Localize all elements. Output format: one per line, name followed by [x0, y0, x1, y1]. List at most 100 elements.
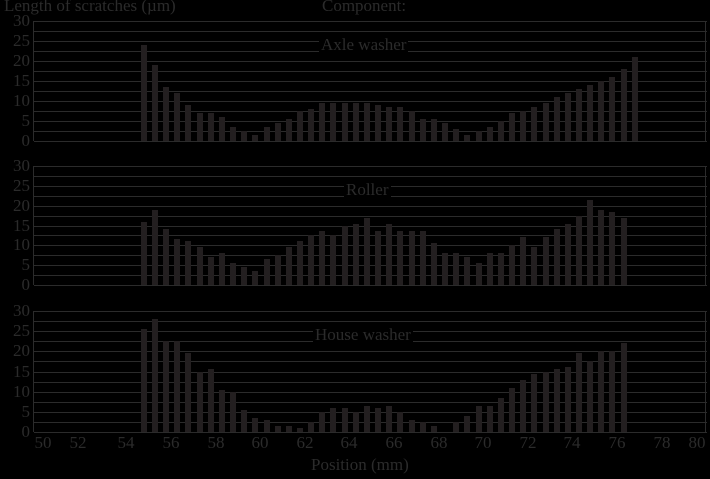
y-tick-label: 20	[13, 195, 30, 215]
bar	[174, 341, 181, 432]
plot-area: Axle washer	[33, 21, 707, 142]
bar	[163, 341, 170, 432]
bar	[486, 405, 493, 432]
bar	[497, 397, 504, 432]
bar	[363, 103, 370, 141]
bar	[274, 255, 281, 285]
bar	[274, 123, 281, 141]
bar	[531, 373, 538, 432]
y-tick-label: 15	[13, 71, 30, 90]
y-tick-label: 10	[13, 91, 30, 110]
bar	[453, 421, 460, 432]
y-tick-label: 5	[21, 111, 31, 130]
bar	[330, 235, 337, 285]
gridline	[34, 275, 707, 277]
bar	[520, 111, 527, 141]
gridline	[34, 321, 707, 323]
bar	[308, 421, 315, 432]
x-tick-label: 62	[296, 433, 314, 452]
bar	[598, 81, 605, 141]
gridline	[34, 432, 707, 433]
bar	[296, 111, 303, 141]
bar	[464, 415, 471, 432]
plot-right-border	[705, 21, 706, 141]
gridline	[34, 265, 707, 267]
bar	[575, 89, 582, 141]
gridline	[34, 101, 707, 102]
bar	[386, 405, 393, 432]
bar	[497, 253, 504, 285]
legend-title: Component:	[322, 0, 407, 15]
bar	[207, 257, 214, 285]
y-tick-label: 25	[13, 321, 30, 341]
gridline	[34, 285, 707, 286]
x-tick-label: 54	[117, 433, 135, 452]
bar	[218, 117, 225, 141]
gridline	[34, 225, 707, 227]
bar	[609, 77, 616, 141]
bar	[408, 111, 415, 141]
bar	[464, 257, 471, 285]
bar	[241, 131, 248, 141]
gridline	[34, 31, 707, 32]
bar	[341, 225, 348, 285]
bar	[397, 411, 404, 432]
y-tick-label: 15	[13, 361, 30, 381]
plot-area: House washer	[33, 311, 707, 433]
bar	[553, 97, 560, 141]
bar	[319, 411, 326, 432]
bar	[453, 129, 460, 141]
bar	[375, 407, 382, 432]
bar	[620, 69, 627, 141]
y-tick-label: 25	[13, 175, 30, 195]
gridline	[34, 131, 707, 132]
y-tick-label: 0	[21, 131, 31, 150]
bar	[196, 371, 203, 432]
bar	[531, 107, 538, 141]
y-tick-label: 10	[13, 235, 30, 255]
gridline	[34, 121, 707, 122]
bar	[564, 93, 571, 141]
bar	[151, 209, 158, 285]
bar	[341, 103, 348, 141]
y-tick-label: 20	[13, 341, 30, 361]
bar	[419, 119, 426, 141]
bar	[430, 119, 437, 141]
bar	[575, 353, 582, 432]
bar	[553, 369, 560, 432]
gridline	[34, 371, 707, 373]
bar	[263, 419, 270, 432]
bar	[263, 259, 270, 285]
bar	[352, 223, 359, 285]
bar	[620, 217, 627, 285]
bar	[363, 217, 370, 285]
bar	[475, 263, 482, 285]
bar	[542, 237, 549, 285]
bar	[609, 211, 616, 285]
bar	[241, 267, 248, 285]
bar	[330, 407, 337, 432]
bar	[252, 135, 259, 141]
bar	[230, 127, 237, 141]
bar	[252, 271, 259, 285]
y-tick-label: 30	[13, 301, 30, 320]
gridline	[34, 391, 707, 393]
bar	[509, 387, 516, 432]
bar	[564, 223, 571, 285]
y-tick-label: 0	[21, 275, 31, 294]
bar	[408, 419, 415, 432]
bar	[486, 127, 493, 141]
bar	[631, 57, 638, 141]
x-tick-label: 76	[608, 433, 626, 452]
bar	[363, 405, 370, 432]
gridline	[34, 381, 707, 383]
component-label: House washer	[313, 325, 413, 344]
gridline	[34, 71, 707, 72]
bar	[397, 107, 404, 141]
bar	[218, 389, 225, 432]
bar	[598, 209, 605, 285]
bar	[308, 109, 315, 141]
gridline	[34, 21, 707, 22]
bar	[285, 425, 292, 432]
bar	[174, 93, 181, 141]
